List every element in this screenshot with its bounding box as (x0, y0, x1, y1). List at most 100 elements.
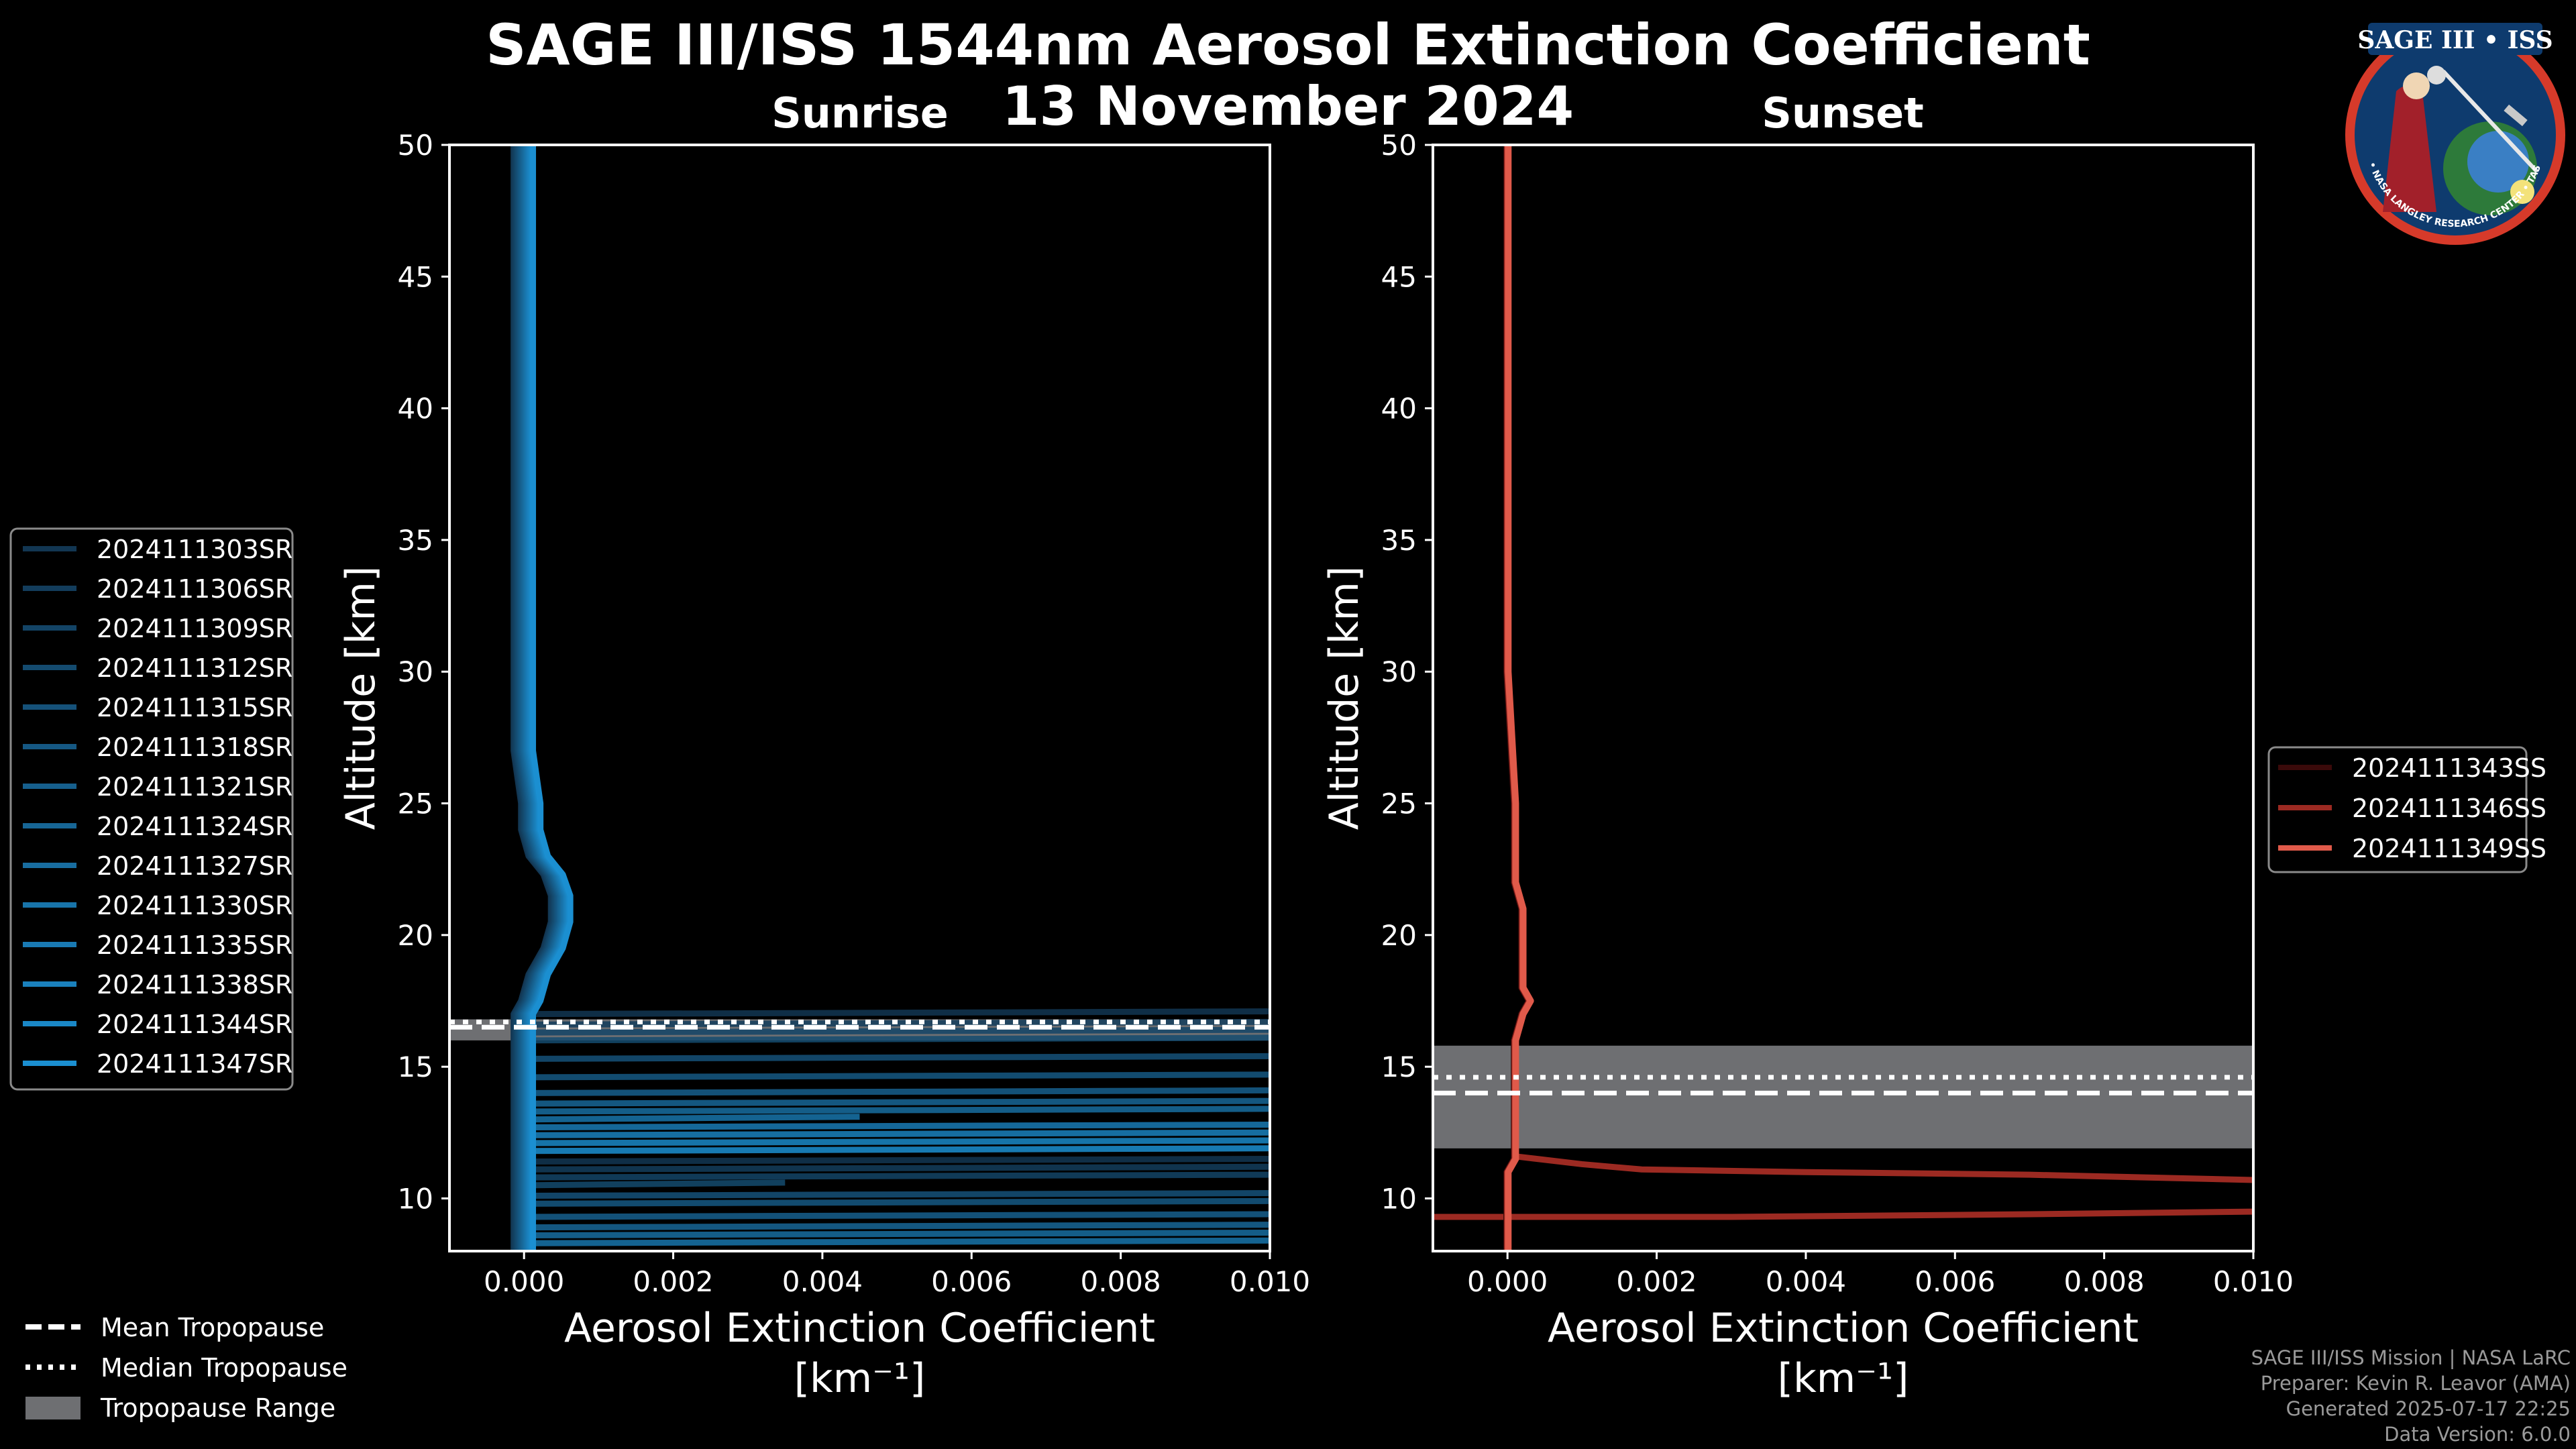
subplot-title-sunrise: Sunrise (771, 89, 949, 138)
x-tick-label: 0.002 (1616, 1265, 1697, 1298)
logo-robe-figure-icon (2383, 86, 2436, 212)
sunrise-noise-line (527, 1034, 1270, 1044)
sunrise-noise-line (527, 1156, 1270, 1165)
tropopause-range-swatch (25, 1397, 80, 1419)
x-tick-label: 0.000 (484, 1265, 564, 1298)
sunrise-noise-line (527, 1114, 860, 1123)
logo-iss-icon (2504, 104, 2528, 127)
footer-line-generated: Generated 2025-07-17 22:25 (2286, 1397, 2571, 1420)
y-tick-label: 15 (1381, 1051, 1417, 1083)
sunset-profile-line (1505, 145, 1534, 1251)
sunrise-noise-line (527, 1179, 786, 1189)
y-tick-label: 40 (398, 392, 433, 425)
y-tick-label: 30 (398, 655, 433, 688)
y-tick-label: 35 (398, 524, 433, 557)
chart-title: SAGE III/ISS 1544nm Aerosol Extinction C… (486, 12, 2090, 78)
y-axis-label: Altitude [km] (1321, 566, 1368, 830)
panel-sunrise: 10 15 20 25 30 35 40 45 50 0.000 0.002 0.004 0.006 0.… (337, 89, 1310, 1402)
sunrise-noise-line (527, 1190, 1270, 1199)
x-axis-label: Aerosol Extinction Coefficient (564, 1305, 1155, 1352)
logo-banner (2368, 23, 2542, 55)
x-tick-label: 0.004 (782, 1265, 863, 1298)
legend-entry: 2024111306SR (97, 574, 292, 604)
y-tick-label: 45 (1381, 260, 1417, 293)
y-tick-label: 20 (398, 919, 433, 952)
y-tick-label: 30 (1381, 655, 1417, 688)
sunrise-noise-line (527, 1087, 1270, 1096)
x-tick-label: 0.010 (1230, 1265, 1310, 1298)
chart-date: 13 November 2024 (1002, 75, 1574, 138)
y-tick-label: 10 (398, 1182, 433, 1215)
legend-entry: 2024111343SS (2352, 753, 2546, 783)
sunrise-noise-line (527, 1237, 1270, 1246)
plot-area (449, 145, 1270, 1251)
y-tick-label: 25 (398, 788, 433, 820)
legend-box (9, 527, 294, 1091)
mean-tropopause-label: Mean Tropopause (101, 1313, 324, 1342)
x-tick-label: 0.006 (1915, 1265, 1995, 1298)
sage-mission-logo: SAGE III • ISS BALL • NASA LANGLEY RESEA… (2343, 11, 2565, 245)
x-tick-label: 0.000 (1467, 1265, 1548, 1298)
tropopause-range-label: Tropopause Range (100, 1393, 335, 1423)
x-tick-label: 0.006 (931, 1265, 1012, 1298)
x-tick-label: 0.008 (1081, 1265, 1161, 1298)
legend-entry: 2024111303SR (97, 535, 292, 564)
plot-content (449, 145, 1270, 1251)
logo-moon-icon (2427, 66, 2446, 85)
footer-credits: SAGE III/ISS Mission | NASA LaRC Prepare… (2251, 1345, 2571, 1447)
logo-top-text: SAGE III • ISS (2357, 26, 2553, 54)
sunset-excursion-line (1433, 1208, 2253, 1220)
sunrise-noise-line (527, 1137, 1270, 1146)
sunrise-noise-line (527, 1097, 1270, 1107)
legend-entry: 2024111344SR (97, 1010, 292, 1039)
y-tick-label: 50 (1381, 129, 1417, 162)
sunrise-noise-line (527, 1071, 1270, 1081)
legend-entry: 2024111335SR (97, 930, 292, 960)
footer-line-mission: SAGE III/ISS Mission | NASA LaRC (2251, 1346, 2571, 1369)
legend-entry: 2024111312SR (97, 653, 292, 683)
axes-frame (1432, 144, 2255, 1252)
footer-line-version: Data Version: 6.0.0 (2384, 1423, 2571, 1446)
y-tick-label: 50 (398, 129, 433, 162)
x-tick-label: 0.004 (1766, 1265, 1846, 1298)
y-axis-label: Altitude [km] (337, 566, 384, 830)
x-axis-units: [km⁻¹] (1778, 1355, 1909, 1402)
x-axis-label: Aerosol Extinction Coefficient (1548, 1305, 2139, 1352)
sunset-legend: 2024111343SS 2024111346SS 2024111349SS (2267, 746, 2546, 873)
y-tick-label: 25 (1381, 788, 1417, 820)
legend-box (2267, 746, 2528, 873)
legend-entry: 2024111324SR (97, 812, 292, 841)
y-tick-label: 15 (398, 1051, 433, 1083)
sunrise-noise-line (527, 1121, 1270, 1130)
tropopause-range-band (1433, 1045, 2253, 1148)
sunrise-noise-line (527, 1129, 1270, 1138)
sunrise-noise-line (527, 1197, 1270, 1207)
x-tick-label: 0.010 (2213, 1265, 2294, 1298)
legend-entry: 2024111318SR (97, 733, 292, 762)
subplot-title-sunset: Sunset (1762, 89, 1924, 138)
sunset-excursion-line (1514, 1153, 2253, 1183)
sunrise-noise-line (527, 1145, 1270, 1155)
logo-beam-icon (2441, 69, 2539, 174)
footer-line-preparer: Preparer: Kevin R. Leavor (AMA) (2260, 1372, 2571, 1395)
sunrise-noise-line (527, 1222, 1270, 1231)
sunrise-profile-line (530, 145, 574, 1251)
legend-entry: 2024111321SR (97, 772, 292, 802)
x-tick-label: 0.002 (633, 1265, 713, 1298)
y-tick-label: 45 (398, 260, 433, 293)
y-tick-label: 20 (1381, 919, 1417, 952)
y-tick-label: 10 (1381, 1182, 1417, 1215)
plot-content (1433, 145, 2253, 1251)
sunrise-noise-line (527, 1171, 1270, 1181)
sunrise-noise-line (527, 1163, 1270, 1173)
sunrise-noise-line (527, 1008, 1270, 1018)
legend-entry: 2024111309SR (97, 614, 292, 643)
sunrise-noise-line (527, 1053, 1270, 1062)
x-axis-units: [km⁻¹] (794, 1355, 926, 1402)
legend-entry: 2024111315SR (97, 693, 292, 722)
legend-entry: 2024111346SS (2352, 794, 2546, 823)
x-tick-label: 0.008 (2064, 1265, 2145, 1298)
legend-entry: 2024111327SR (97, 851, 292, 881)
legend-entry: 2024111338SR (97, 970, 292, 1000)
